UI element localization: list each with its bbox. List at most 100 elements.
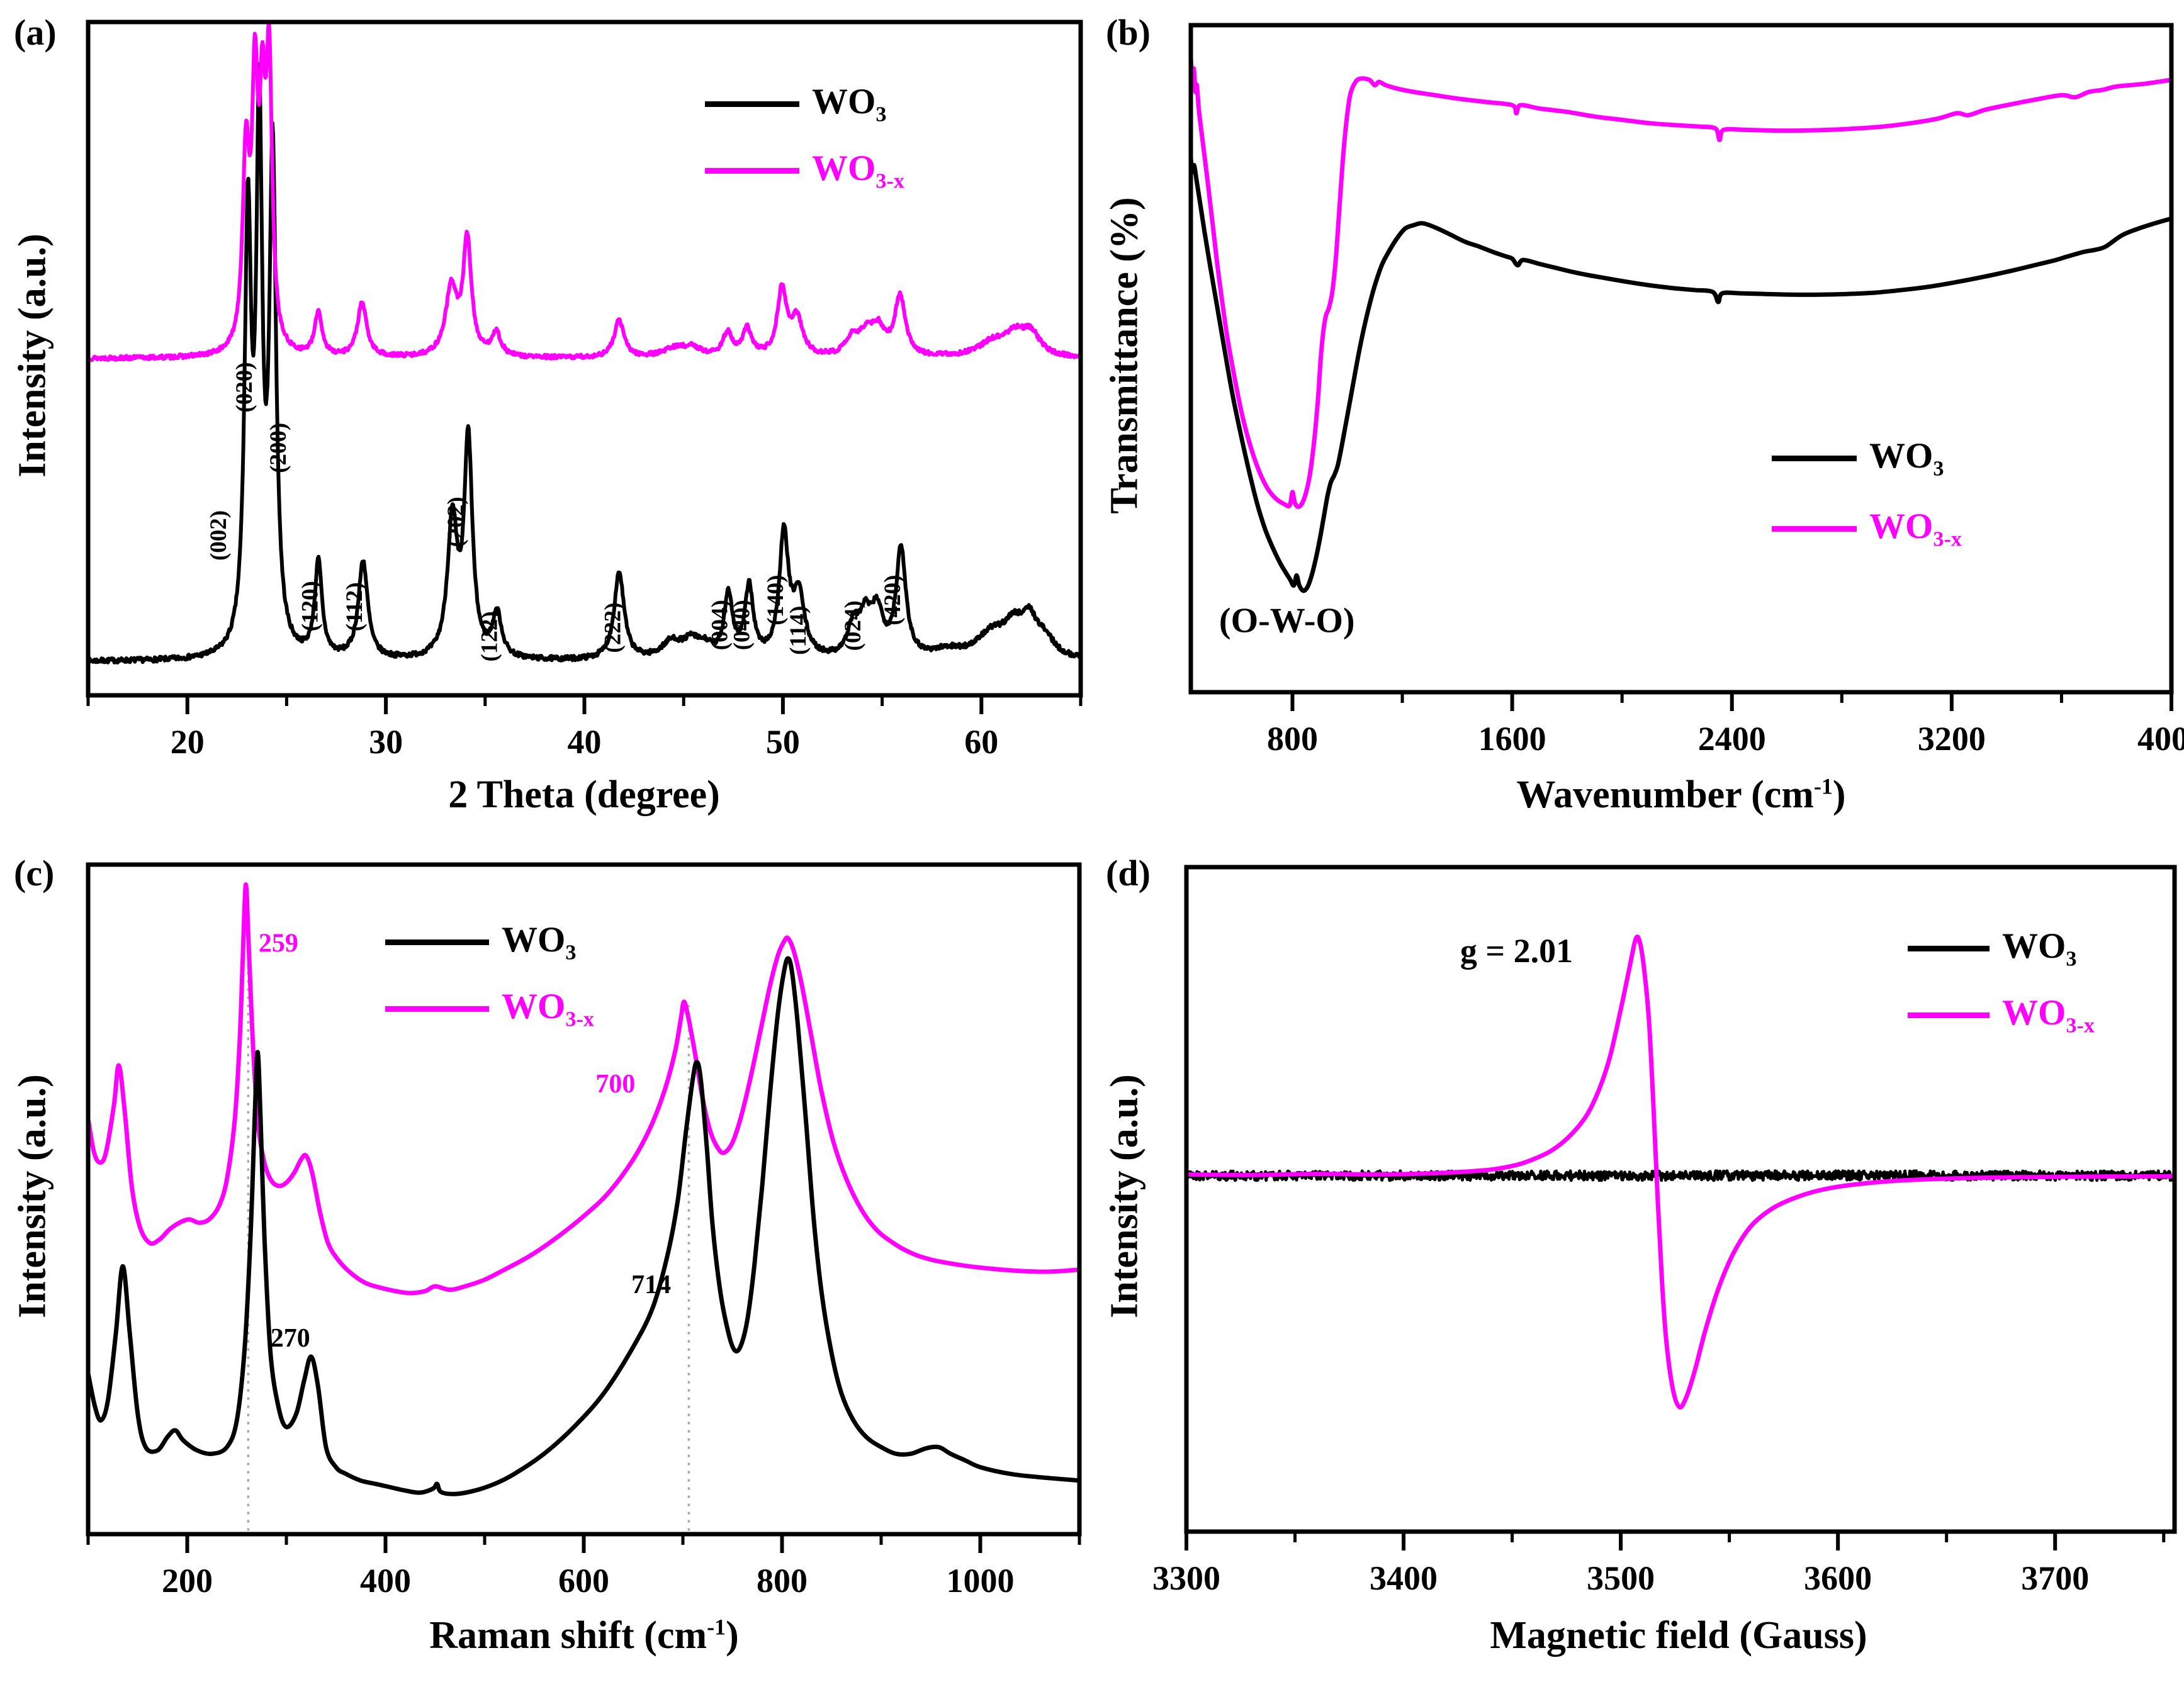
legend-entry: WO3-x [705,137,904,204]
series-curves [86,882,1082,1496]
annotation-text: 259 [259,929,298,958]
legend-entry: WO3-x [1772,493,1962,564]
legend-label-main: WO [812,81,876,121]
legend-label: WO3 [502,919,576,965]
tick-label: 1000 [947,1562,1015,1600]
x-axis-ticks: 20 30 40 50 60 [86,695,1083,761]
x-axis-label-end: ) [726,1614,739,1657]
epr-plot: 3300 3400 3500 3600 3700 g = 2.01 [1152,865,2177,1597]
curve-WO3 [86,62,1083,665]
axes-frame [1184,865,2177,1534]
annotation-text: (420) [880,575,906,625]
annotation-text: 270 [271,1324,310,1353]
panel-letter-d: (d) [1106,853,1151,894]
tick-label: 3600 [1804,1559,1872,1597]
tick-label: 3700 [2021,1559,2089,1597]
annotation-text: g = 2.01 [1460,932,1573,970]
y-axis-label-b: Transmittance (%) [1103,197,1147,513]
legend-line-swatch [1908,1012,1990,1018]
legend-entry: WO3 [705,70,904,137]
series-curves [86,20,1083,665]
y-axis-label-d: Intensity (a.u.) [1103,1074,1147,1318]
x-axis-label-sup: -1 [707,1614,726,1640]
annotation-text: (040) [729,600,755,650]
y-axis-label-text: Intensity (a.u.) [1103,1074,1146,1318]
annotation-text: (114) [785,606,811,655]
legend-line-swatch [705,101,799,107]
x-axis-label-d: Magnetic field (Gauss) [1490,1613,1867,1658]
annotation-text: (222) [600,602,626,653]
x-axis-label-b: Wavenumber (cm-1) [1516,773,1845,817]
series-curves [1184,934,2177,1410]
legend-entry: WO3 [1772,423,1962,493]
series-curves [1188,56,2174,593]
annotation-text: (200) [266,423,291,473]
legend-label-subscript: 3-x [2066,1014,2095,1038]
annotations: (O-W-O) [1219,602,1355,641]
raman-plot: 200 400 600 800 1000 259 270 700 714 [86,862,1082,1600]
tick-label: 800 [757,1562,808,1600]
tick-label: 3300 [1152,1559,1220,1597]
annotation-text: (122) [477,611,503,661]
tick-label: 1600 [1478,720,1546,758]
y-axis-label-text: Intensity (a.u.) [11,233,54,478]
legend-label-subscript: 3-x [1933,527,1962,551]
x-axis-label-end: ) [1832,773,1846,816]
y-axis-label-a: Intensity (a.u.) [11,233,55,478]
annotation-text: (120) [297,581,323,631]
legend-label-main: WO [502,986,566,1026]
legend-entry: WO3-x [1908,982,2095,1048]
x-axis-ticks: 200 400 600 800 1000 [86,1534,1081,1600]
legend-label: WO3 [812,81,886,126]
x-axis-label-a: 2 Theta (degree) [448,773,720,817]
legend-label-main: WO [2002,926,2066,966]
tick-label: 4000 [2137,720,2184,758]
legend-label: WO3-x [502,986,594,1031]
guide-lines [247,891,690,1531]
y-axis-label-text: Transmittance (%) [1103,197,1146,514]
panel-letter-a: (a) [14,12,57,53]
tick-label: 3500 [1587,1559,1655,1597]
legend-line-swatch [1908,945,1990,951]
curve-WO3 [86,956,1082,1496]
panel-letter-b: (b) [1106,12,1151,53]
x-axis-ticks: 800 1600 2400 3200 4000 [1267,692,2184,758]
annotations: (002) (020) (200) (120) (112) (202) (122) (222)… [206,362,906,661]
annotation-text: (024) [840,600,866,651]
annotation-text: 714 [631,1270,671,1299]
curve-WO3-x [86,882,1082,1296]
legend-label-subscript: 3 [2066,947,2077,971]
legend-label: WO3-x [1869,506,1962,551]
x-axis-label-text: Magnetic field (Gauss) [1490,1614,1867,1657]
panel-d: 3300 3400 3500 3600 3700 g = 2.01 (d) Intensi… [1092,841,2184,1681]
x-axis-label-text: Raman shift (cm [429,1614,707,1657]
legend-entry: WO3 [385,909,594,975]
panel-letter-c: (c) [14,853,55,894]
legend-b: WO3 WO3-x [1772,423,1962,564]
tick-label: 600 [558,1562,609,1600]
tick-label: 200 [162,1562,213,1600]
annotation-text: (140) [763,575,789,625]
x-axis-label-text: Wavenumber (cm [1516,773,1814,816]
curve-WO3-x [1188,56,2174,509]
tick-label: 2400 [1698,720,1766,758]
annotation-text: (202) [443,496,469,547]
annotation-text: (002) [206,510,232,561]
legend-label-subscript: 3-x [875,169,904,193]
x-axis-label-text: 2 Theta (degree) [448,773,720,816]
x-axis-label-c: Raman shift (cm-1) [429,1613,738,1658]
ftir-plot: 800 1600 2400 3200 4000 (O-W-O) [1188,23,2184,758]
legend-label-subscript: 3 [565,941,577,965]
annotations: 259 270 700 714 [259,929,671,1353]
annotations: g = 2.01 [1460,932,1573,970]
annotation-text: (004) [707,600,733,650]
xrd-plot: 20 30 40 50 60 (002) (020) (200) (120) (112) (202)… [86,20,1083,761]
panel-a: 20 30 40 50 60 (002) (020) (200) (120) (112) (202)… [0,0,1092,841]
tick-label: 60 [964,723,998,761]
legend-line-swatch [1772,525,1857,532]
curve-WO3-x [1184,934,2177,1410]
legend-label: WO3 [1869,435,1944,481]
legend-label: WO3-x [2002,992,2095,1038]
tick-label: 3400 [1370,1559,1438,1597]
